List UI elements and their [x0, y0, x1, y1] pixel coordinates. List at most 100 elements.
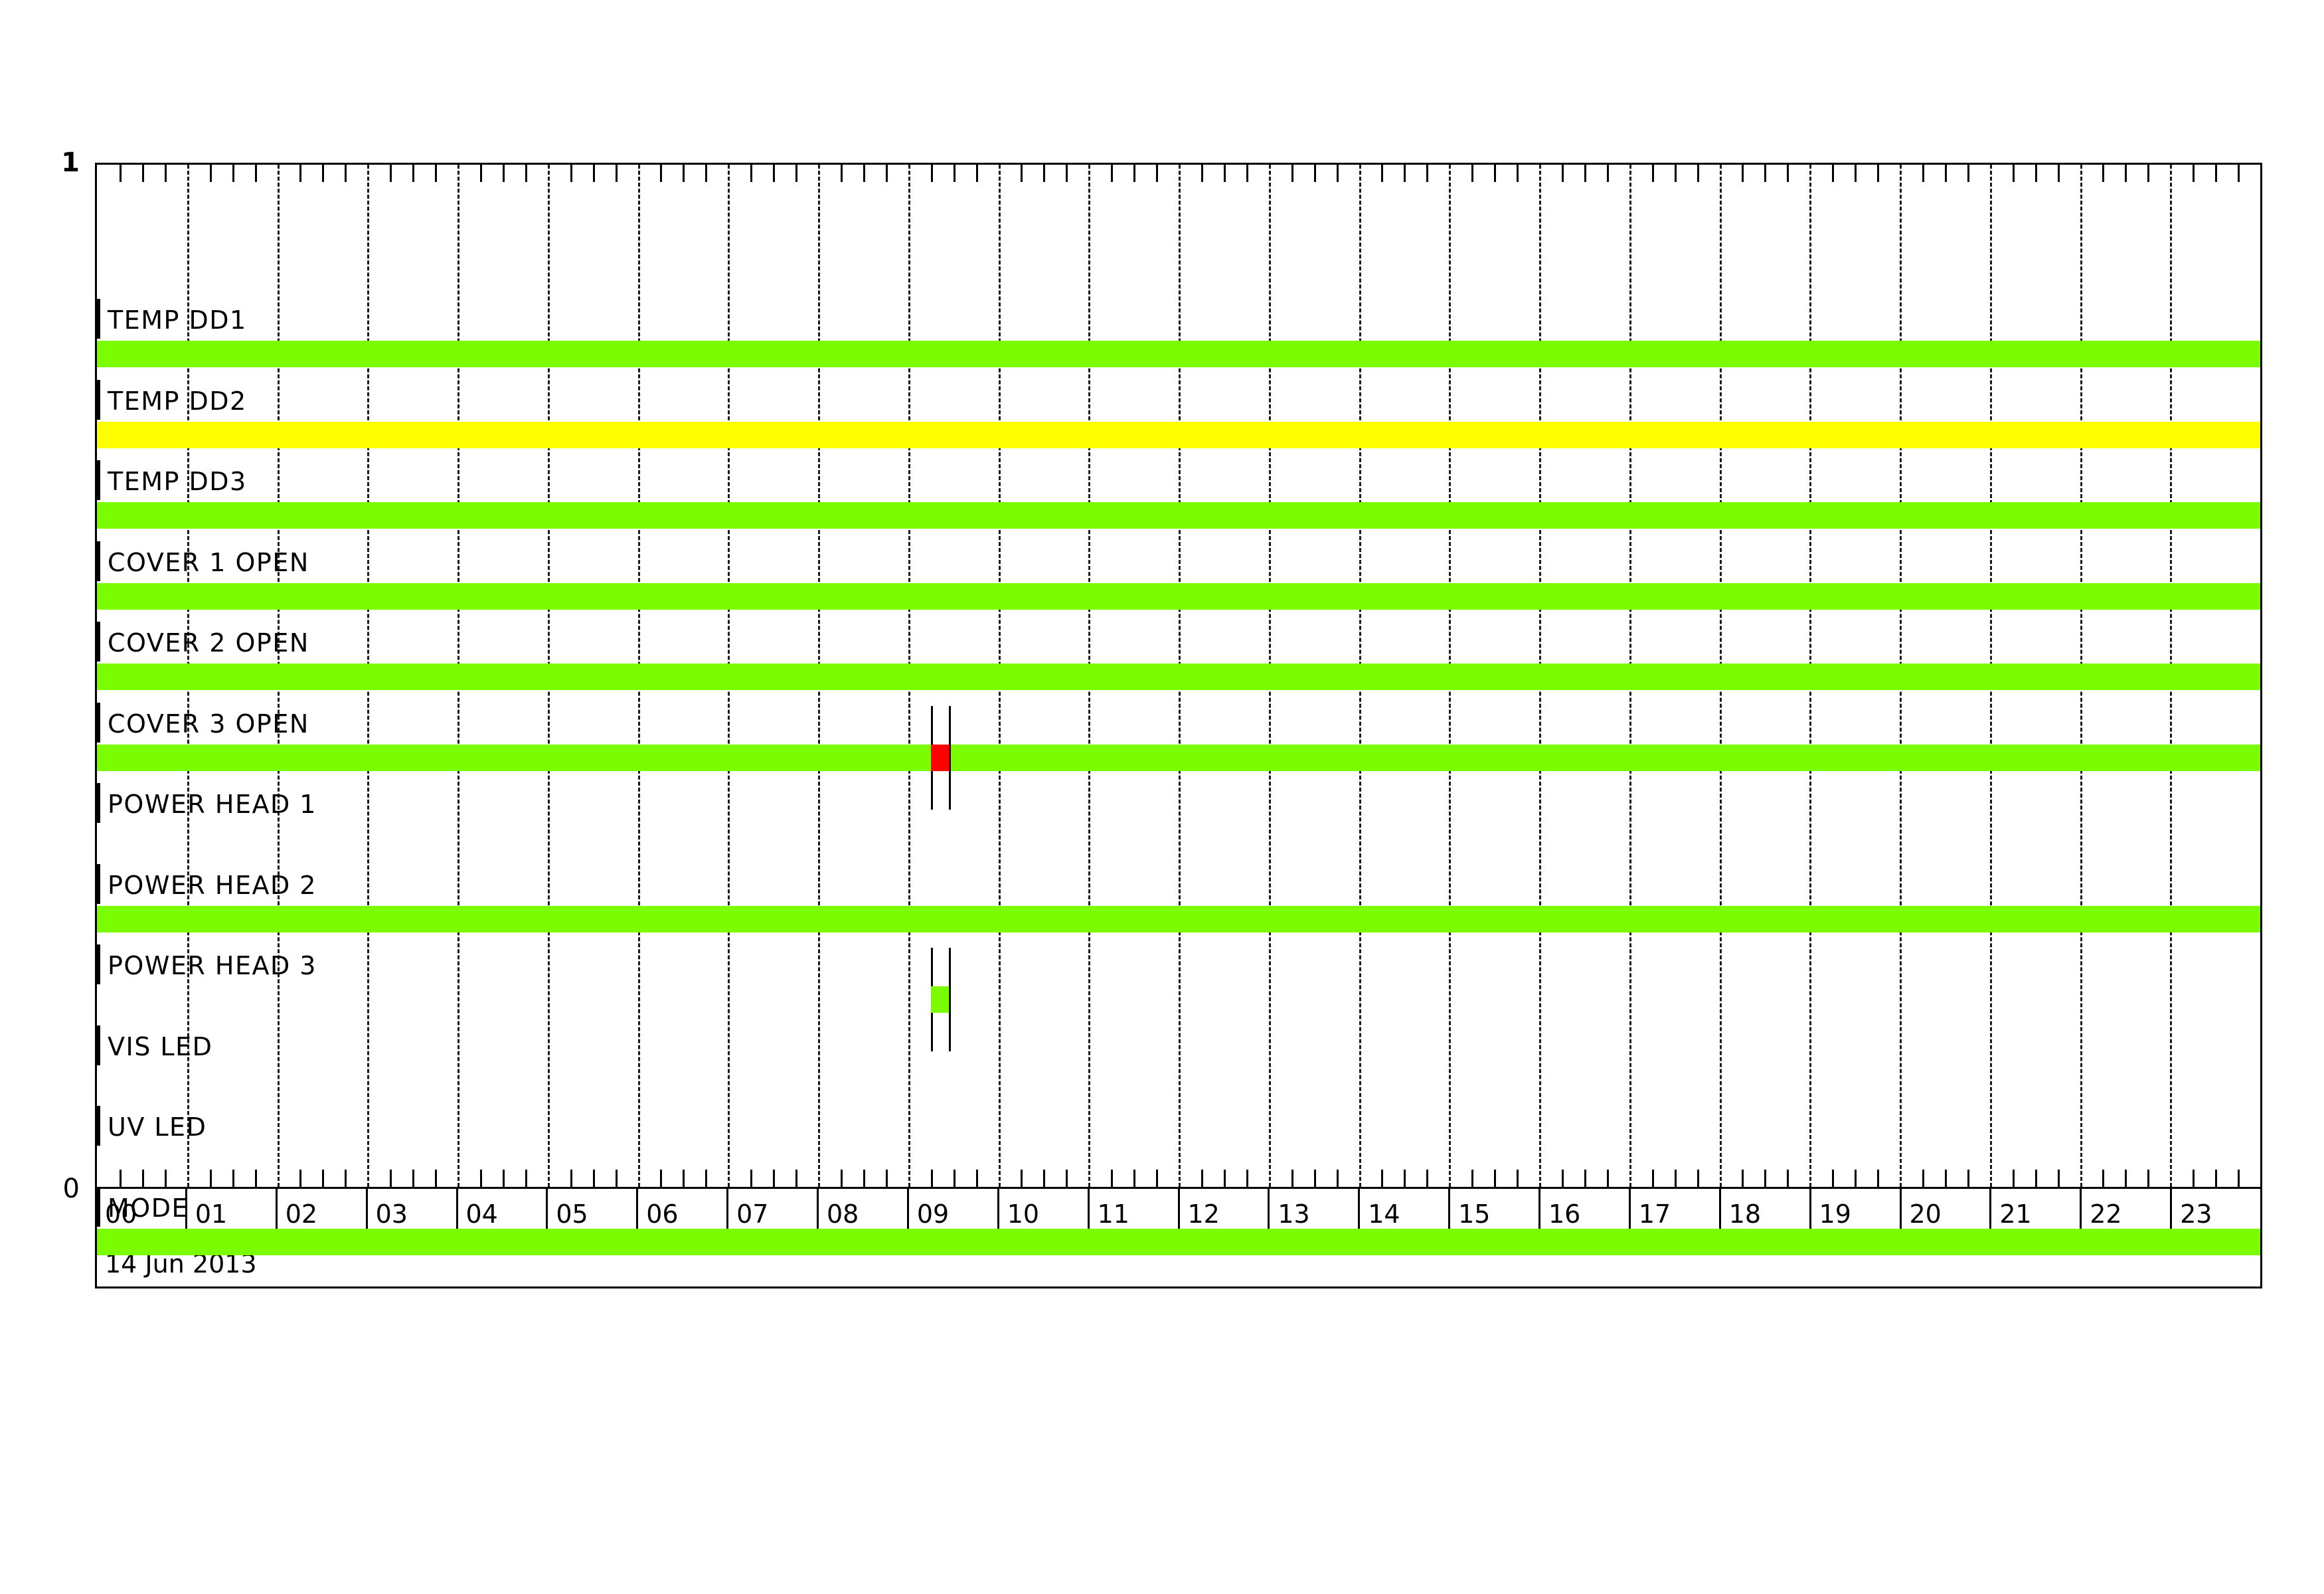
tick-minor-top — [2193, 165, 2195, 182]
tick-minor-top — [1404, 165, 1406, 182]
channel-label-cover-1-open: COVER 1 OPEN — [108, 547, 309, 577]
tick-minor-top — [2057, 165, 2060, 182]
tick-minor-top — [1787, 165, 1789, 182]
plot-area: TEMP DD1 TEMP DD2 TEMP DD3 COVER 1 OPEN COVE… — [95, 163, 2262, 1255]
tick-minor-top — [1201, 165, 1203, 182]
tick-minor-bottom — [1764, 1170, 1767, 1187]
tick-minor-top — [1291, 165, 1293, 182]
row-tick — [97, 944, 100, 984]
tick-minor-bottom — [1944, 1170, 1947, 1187]
hour-cell-10: 10 — [999, 1189, 1090, 1239]
hour-cell-12: 12 — [1180, 1189, 1270, 1239]
tick-minor-top — [209, 165, 212, 182]
tick-minor-top — [525, 165, 527, 182]
tick-minor-bottom — [795, 1170, 798, 1187]
channel-label-temp-dd1: TEMP DD1 — [108, 306, 247, 335]
tick-minor-bottom — [1742, 1170, 1744, 1187]
tick-minor-bottom — [435, 1170, 438, 1187]
tick-minor-top — [1336, 165, 1339, 182]
tick-minor-bottom — [1561, 1170, 1564, 1187]
hour-cell-03: 03 — [368, 1189, 458, 1239]
channel-label-mode: MODE — [108, 1193, 189, 1223]
tick-minor-top — [2215, 165, 2218, 182]
state-bar-mode — [97, 1228, 2260, 1255]
tick-minor-top — [1764, 165, 1767, 182]
tick-minor-bottom — [840, 1170, 843, 1187]
tick-minor-top — [1517, 165, 1519, 182]
tick-minor-bottom — [2147, 1170, 2150, 1187]
tick-minor-top — [164, 165, 167, 182]
tick-minor-bottom — [1787, 1170, 1789, 1187]
tick-minor-bottom — [705, 1170, 708, 1187]
tick-minor-top — [1674, 165, 1677, 182]
tick-minor-top — [141, 165, 144, 182]
channel-label-temp-dd3: TEMP DD3 — [108, 467, 247, 496]
tick-minor-top — [1381, 165, 1384, 182]
tick-minor-bottom — [1426, 1170, 1429, 1187]
event-block-power-head-3 — [930, 986, 949, 1013]
hour-cell-04: 04 — [458, 1189, 548, 1239]
tick-minor-top — [2147, 165, 2150, 182]
tick-minor-bottom — [1922, 1170, 1924, 1187]
hour-cell-17: 17 — [1631, 1189, 1721, 1239]
tick-minor-top — [615, 165, 618, 182]
tick-minor-bottom — [1223, 1170, 1226, 1187]
tick-minor-bottom — [1855, 1170, 1857, 1187]
tick-minor-top — [1471, 165, 1474, 182]
tick-minor-top — [795, 165, 798, 182]
tick-minor-top — [479, 165, 482, 182]
state-bar-temp-dd2 — [97, 421, 2260, 448]
tick-minor-bottom — [885, 1170, 888, 1187]
state-bar-power-head-2 — [97, 905, 2260, 932]
y-axis-label-top: 1 — [61, 147, 80, 178]
hour-cell-07: 07 — [728, 1189, 819, 1239]
tick-minor-bottom — [232, 1170, 234, 1187]
tick-minor-top — [1043, 165, 1046, 182]
tick-minor-top — [1967, 165, 1969, 182]
row-tick — [97, 379, 100, 420]
tick-minor-top — [232, 165, 234, 182]
tick-minor-bottom — [1291, 1170, 1293, 1187]
tick-minor-bottom — [1404, 1170, 1406, 1187]
tick-minor-top — [322, 165, 325, 182]
tick-minor-top — [390, 165, 392, 182]
hour-cell-18: 18 — [1721, 1189, 1811, 1239]
tick-minor-top — [2034, 165, 2037, 182]
tick-minor-top — [1584, 165, 1586, 182]
tick-minor-top — [840, 165, 843, 182]
tick-minor-bottom — [1336, 1170, 1339, 1187]
row-tick — [97, 622, 100, 662]
tick-minor-top — [930, 165, 933, 182]
hour-cell-11: 11 — [1090, 1189, 1180, 1239]
tick-minor-bottom — [141, 1170, 144, 1187]
row-tick — [97, 863, 100, 904]
tick-minor-bottom — [1674, 1170, 1677, 1187]
tick-minor-top — [1494, 165, 1497, 182]
state-bar-cover-3-open — [97, 744, 2260, 771]
tick-minor-bottom — [930, 1170, 933, 1187]
tick-minor-bottom — [164, 1170, 167, 1187]
y-axis-label-bottom: 0 — [62, 1174, 80, 1204]
tick-minor-top — [1832, 165, 1835, 182]
tick-minor-top — [863, 165, 865, 182]
hour-cell-08: 08 — [819, 1189, 909, 1239]
tick-minor-bottom — [953, 1170, 955, 1187]
tick-minor-bottom — [683, 1170, 685, 1187]
row-tick — [97, 1106, 100, 1146]
tick-minor-top — [1133, 165, 1136, 182]
row-tick — [97, 1186, 100, 1227]
tick-minor-bottom — [2102, 1170, 2105, 1187]
row-tick — [97, 1025, 100, 1065]
tick-minor-bottom — [345, 1170, 347, 1187]
tick-minor-top — [1426, 165, 1429, 182]
state-bar-temp-dd3 — [97, 502, 2260, 529]
tick-minor-top — [1944, 165, 1947, 182]
tick-minor-bottom — [2012, 1170, 2015, 1187]
tick-minor-bottom — [2238, 1170, 2240, 1187]
tick-minor-top — [1855, 165, 1857, 182]
tick-minor-bottom — [1967, 1170, 1969, 1187]
tick-minor-bottom — [479, 1170, 482, 1187]
tick-minor-top — [1246, 165, 1248, 182]
tick-minor-bottom — [1133, 1170, 1136, 1187]
